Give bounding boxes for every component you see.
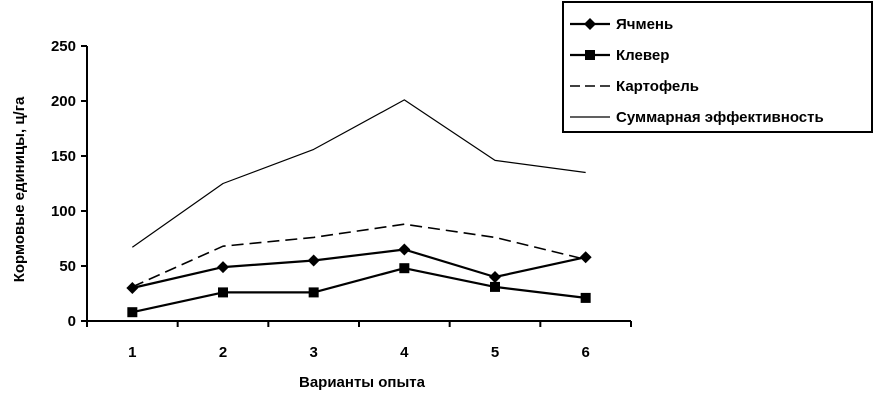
series-line bbox=[131, 99, 586, 248]
series-4 bbox=[131, 99, 586, 248]
y-axis-title: Кормовые единицы, ц/га bbox=[11, 96, 28, 282]
series-3 bbox=[132, 223, 586, 288]
data-point bbox=[307, 254, 320, 267]
x-tick-label: 3 bbox=[309, 344, 317, 361]
legend-item: Картофель bbox=[570, 78, 699, 95]
data-point bbox=[126, 282, 139, 294]
x-axis-title: Варианты опыта bbox=[299, 374, 426, 391]
legend-label: Суммарная эффективность bbox=[616, 109, 824, 126]
legend-label: Картофель bbox=[616, 78, 699, 95]
data-point bbox=[489, 271, 501, 283]
series-layer bbox=[126, 99, 592, 318]
x-axis: 1 2 3 4 5 6 bbox=[86, 320, 632, 361]
legend-label: Ячмень bbox=[616, 16, 673, 33]
data-point bbox=[217, 261, 229, 274]
legend-label: Клевер bbox=[616, 47, 669, 64]
y-tick-label: 50 bbox=[59, 258, 76, 275]
legend-item: Суммарная эффективность bbox=[570, 109, 824, 126]
y-axis: 0 50 100 150 200 250 bbox=[51, 38, 88, 330]
x-tick-label: 1 bbox=[128, 344, 136, 361]
legend-box bbox=[562, 1, 873, 133]
data-point bbox=[218, 287, 228, 298]
legend-marker bbox=[584, 18, 596, 30]
data-point bbox=[580, 292, 591, 303]
legend-item: Клевер bbox=[570, 47, 669, 64]
y-tick-label: 250 bbox=[51, 38, 76, 55]
data-point bbox=[493, 235, 497, 239]
y-tick-label: 150 bbox=[51, 148, 76, 165]
data-point bbox=[127, 307, 138, 318]
series-2 bbox=[127, 263, 591, 318]
data-point bbox=[579, 251, 592, 264]
data-point bbox=[399, 263, 410, 274]
y-tick-label: 200 bbox=[51, 93, 76, 110]
x-tick-label: 4 bbox=[400, 344, 409, 361]
data-point bbox=[308, 287, 319, 298]
series-line bbox=[132, 223, 586, 288]
series-1 bbox=[126, 243, 592, 294]
x-tick-label: 2 bbox=[219, 344, 227, 361]
series-line bbox=[132, 248, 586, 290]
legend-marker bbox=[585, 50, 595, 60]
legend-item: Ячмень bbox=[570, 16, 673, 33]
data-point bbox=[490, 281, 500, 292]
x-tick-label: 5 bbox=[491, 344, 499, 361]
x-tick-label: 6 bbox=[581, 344, 589, 361]
data-point bbox=[398, 243, 411, 256]
legend: Ячмень Клевер Картофель Суммарная эффективн… bbox=[562, 1, 873, 133]
y-tick-label: 0 bbox=[68, 313, 76, 330]
series-line bbox=[132, 267, 586, 314]
y-tick-label: 100 bbox=[51, 203, 76, 220]
